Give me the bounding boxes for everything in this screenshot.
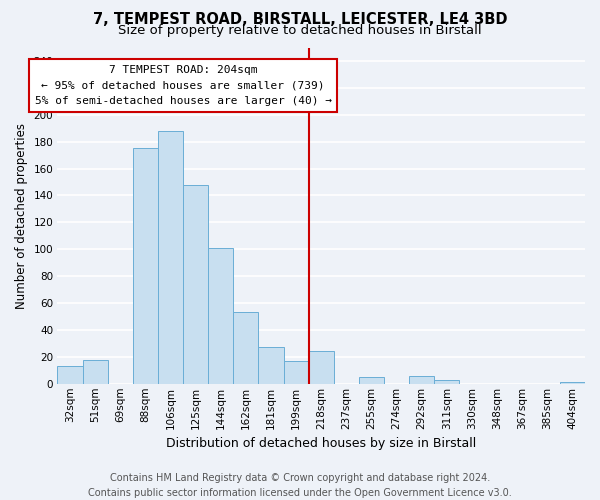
Bar bbox=[233, 312, 259, 384]
Y-axis label: Number of detached properties: Number of detached properties bbox=[15, 122, 28, 308]
Bar bbox=[259, 348, 284, 384]
Text: 7, TEMPEST ROAD, BIRSTALL, LEICESTER, LE4 3BD: 7, TEMPEST ROAD, BIRSTALL, LEICESTER, LE… bbox=[93, 12, 507, 28]
Text: Size of property relative to detached houses in Birstall: Size of property relative to detached ho… bbox=[118, 24, 482, 37]
Bar bbox=[434, 380, 460, 384]
Text: Contains HM Land Registry data © Crown copyright and database right 2024.
Contai: Contains HM Land Registry data © Crown c… bbox=[88, 472, 512, 498]
X-axis label: Distribution of detached houses by size in Birstall: Distribution of detached houses by size … bbox=[166, 437, 476, 450]
Bar bbox=[208, 248, 233, 384]
Bar bbox=[409, 376, 434, 384]
Bar bbox=[308, 352, 334, 384]
Bar bbox=[560, 382, 585, 384]
Bar bbox=[133, 148, 158, 384]
Bar bbox=[83, 360, 108, 384]
Bar bbox=[158, 131, 183, 384]
Bar bbox=[284, 361, 308, 384]
Bar bbox=[359, 377, 384, 384]
Bar bbox=[183, 184, 208, 384]
Bar bbox=[58, 366, 83, 384]
Text: 7 TEMPEST ROAD: 204sqm
← 95% of detached houses are smaller (739)
5% of semi-det: 7 TEMPEST ROAD: 204sqm ← 95% of detached… bbox=[35, 65, 332, 106]
